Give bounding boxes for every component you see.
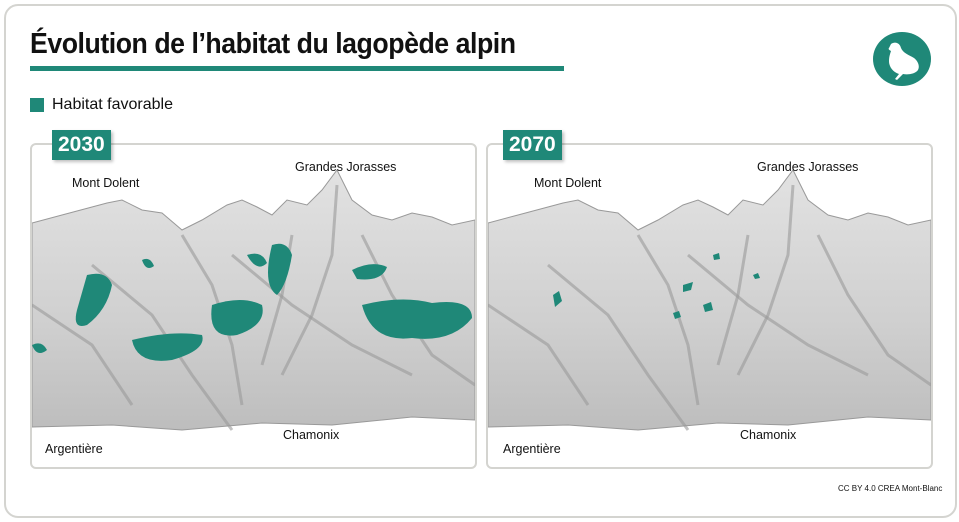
habitat-patch (132, 333, 203, 361)
habitat-patch (352, 264, 387, 280)
year-badge-2030: 2030 (52, 130, 111, 160)
page-title: Évolution de l’habitat du lagopède alpin (30, 28, 516, 60)
valley-shading (32, 303, 134, 406)
valley-shading (816, 234, 931, 387)
habitat-patch (673, 311, 681, 319)
label-mont-dolent: Mont Dolent (534, 176, 602, 190)
habitat-patch (247, 253, 267, 267)
label-argentiere: Argentière (503, 442, 561, 456)
year-badge-2070: 2070 (503, 130, 562, 160)
label-grandes-jorasses: Grandes Jorasses (295, 160, 397, 174)
label-argentiere: Argentière (45, 442, 103, 456)
valley-shading (687, 253, 869, 377)
habitat-patch (211, 300, 263, 336)
habitat-patch (362, 299, 472, 339)
habitat-patch (75, 273, 112, 326)
ptarmigan-bird-icon (873, 32, 931, 86)
valley-shading (488, 303, 590, 406)
habitat-patch (683, 282, 693, 292)
label-grandes-jorasses: Grandes Jorasses (757, 160, 859, 174)
legend: Habitat favorable (30, 96, 173, 114)
legend-label: Habitat favorable (52, 96, 173, 113)
label-mont-dolent: Mont Dolent (72, 176, 140, 190)
habitat-patch (268, 243, 292, 295)
legend-swatch (30, 98, 44, 112)
map-panel-2070 (486, 143, 933, 469)
habitat-patch (713, 253, 720, 260)
label-chamonix: Chamonix (740, 428, 797, 442)
mountain-relief (488, 169, 931, 431)
habitat-patch (703, 302, 713, 312)
valley-shading (736, 184, 795, 376)
title-underline (30, 66, 564, 71)
habitat-patch (142, 258, 154, 268)
terrain-map-2030 (32, 169, 475, 431)
habitat-patch (753, 273, 760, 279)
mountain-relief (32, 169, 475, 431)
habitat-patch (32, 343, 47, 354)
label-chamonix: Chamonix (283, 428, 340, 442)
valley-shading (280, 184, 339, 376)
credit: CC BY 4.0 CREA Mont-Blanc (838, 484, 943, 493)
valley-shading (547, 263, 690, 431)
map-panel-2030 (30, 143, 477, 469)
valley-shading (231, 253, 413, 377)
habitat-patch (553, 291, 562, 307)
terrain-map-2070 (488, 169, 931, 431)
